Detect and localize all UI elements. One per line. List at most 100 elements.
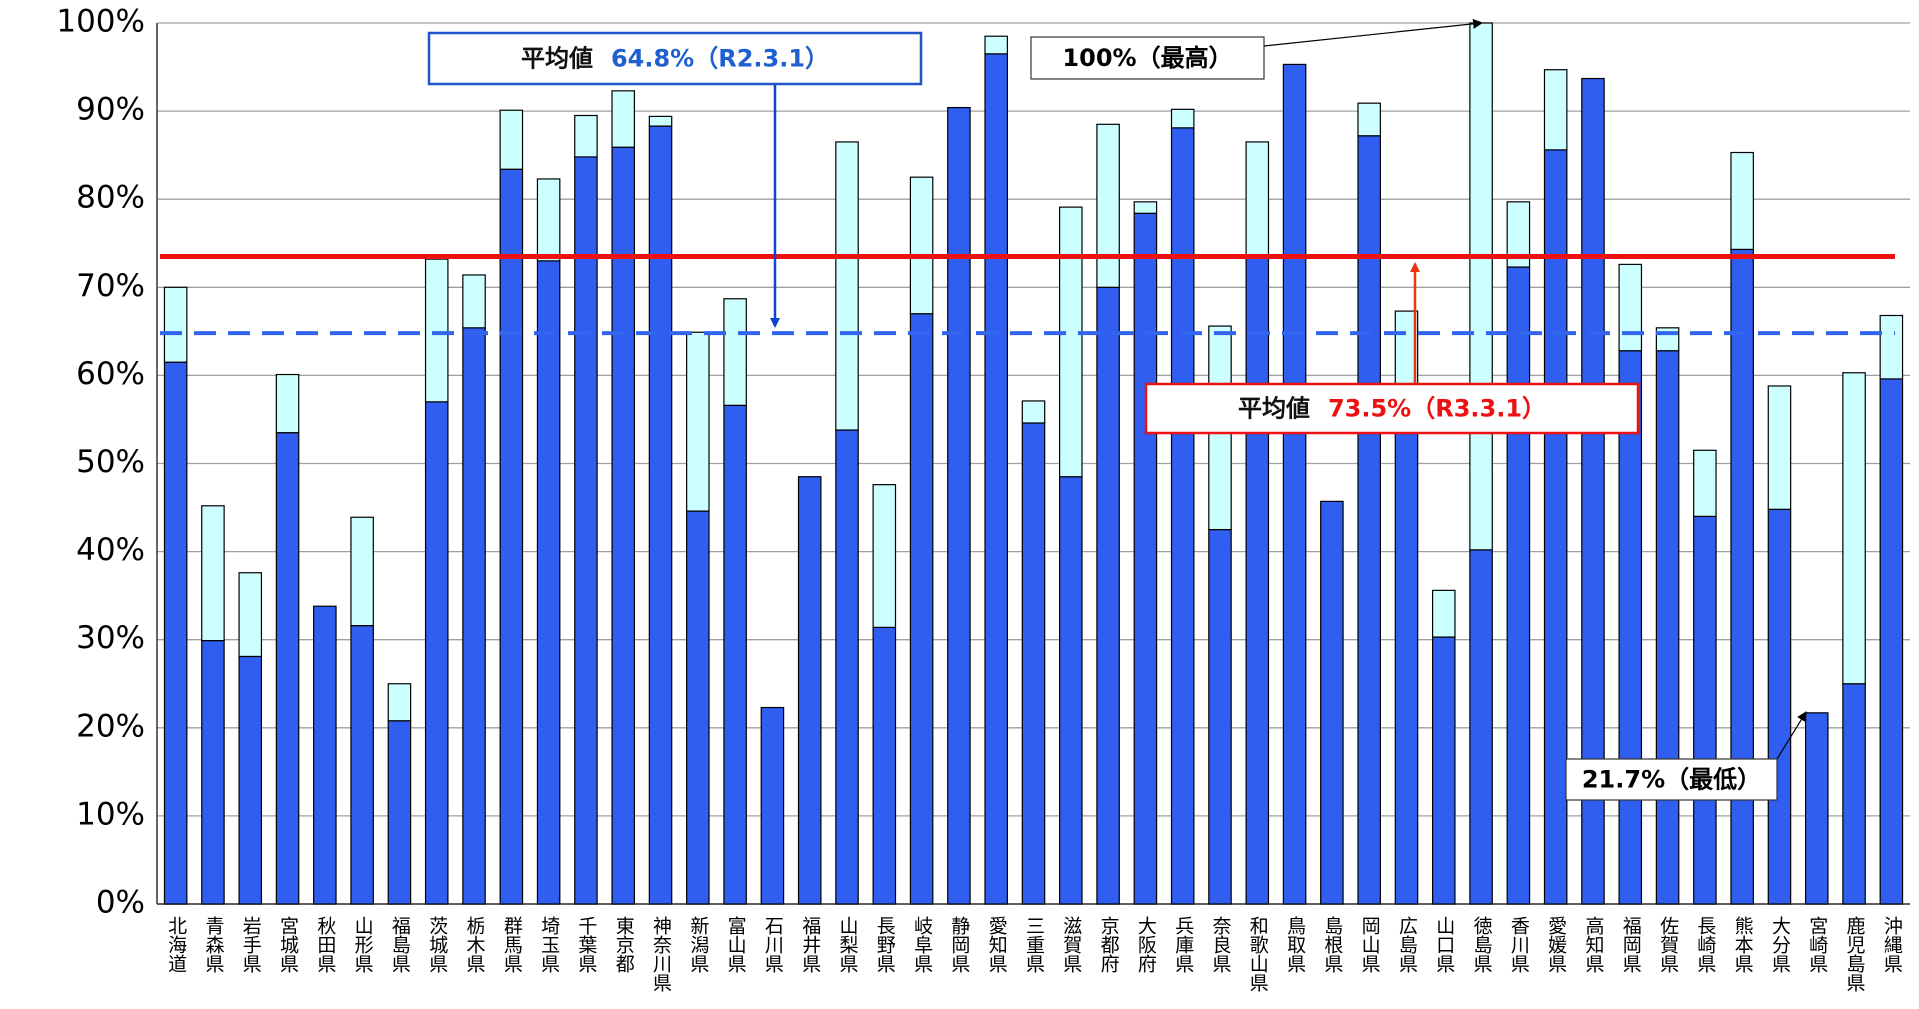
bar-segment [536,260,561,905]
x-tick-label: 島根県 [1321,916,1343,973]
x-tick-label: 岐阜県 [911,916,933,973]
x-tick-label: 沖縄県 [1881,916,1903,973]
bar-segment [1767,385,1792,510]
y-tick-label: 20% [76,708,145,744]
x-tick-label: 熊本県 [1732,916,1754,973]
bar-segment [1357,102,1381,137]
bar-segment [1245,257,1270,905]
bar-segment [275,373,300,434]
bar-segment [760,706,785,905]
bar-segment [313,605,337,905]
bar-segment [1431,636,1456,905]
bar-segment [350,625,374,905]
bar-segment [611,90,636,148]
x-tick-label: 宮崎県 [1806,916,1828,973]
x-tick-label: 新潟県 [687,916,709,973]
x-tick-label: 兵庫県 [1172,916,1194,973]
x-tick-label: 大分県 [1769,916,1791,973]
x-tick-label: 秋田県 [314,916,336,973]
x-tick-label: 青森県 [202,916,224,973]
x-tick-label: 和歌山県 [1247,916,1269,992]
bar-segment [1842,372,1866,685]
bar-segment [872,626,897,905]
y-tick-label: 50% [76,444,145,480]
bar-segment [201,505,225,642]
x-tick-label: 香川県 [1508,916,1530,973]
x-tick-label: 長崎県 [1694,916,1716,973]
bar-segment [1059,206,1083,478]
bar-segment [947,106,971,905]
bar-segment [1506,266,1531,905]
bar-segment [462,274,486,329]
annotation-value: 73.5%（R3.3.1） [1328,395,1546,423]
x-tick-label: 奈良県 [1209,916,1231,973]
annotation-text: 21.7%（最低） [1582,766,1761,794]
x-tick-label: 富山県 [725,916,747,973]
bar-segment [424,258,449,403]
x-tick-label: 鹿児島県 [1844,916,1866,992]
x-tick-label: 埼玉県 [538,916,560,973]
bar-segment [1804,712,1829,905]
bar-segment [611,146,636,905]
bar-segment [1543,69,1568,151]
bar-segment [1581,77,1605,905]
bar-segment [1431,589,1456,638]
bar-segment [797,476,822,905]
bar-segment [1469,549,1493,905]
bar-segment [536,178,561,262]
annotation-text: 平均値 64.8%（R2.3.1） [521,45,829,73]
x-tick-label: 大阪府 [1135,916,1157,973]
y-tick-label: 0% [96,885,145,921]
bar-segment [1842,683,1866,905]
bar-segment [909,313,934,905]
bar-segment [1618,263,1643,352]
bar-segment [163,286,188,363]
bar-segment [1059,476,1083,905]
x-tick-label: 岡山県 [1359,916,1381,973]
bar-segment [163,361,188,905]
bar-segment [723,404,747,905]
x-tick-label: 山形県 [352,916,374,973]
bar-segment [350,516,374,627]
y-tick-label: 30% [76,620,145,656]
y-tick-label: 70% [76,268,145,304]
x-tick-label: 栃木県 [464,916,486,973]
x-tick-label: 山梨県 [837,916,859,973]
x-tick-label: 山口県 [1433,916,1455,973]
bar-segment [574,156,598,905]
y-tick-label: 10% [76,796,145,832]
annotation-label: 平均値 [1238,395,1310,423]
annotation-value: 64.8%（R2.3.1） [611,45,829,73]
bar-segment [648,125,673,905]
annotation-box [1030,36,1265,80]
bar-segment [1320,500,1344,905]
bar-segment [238,655,263,905]
x-tick-label: 京都府 [1098,916,1120,973]
bar-segment [1655,350,1680,905]
x-tick-label: 滋賀県 [1060,916,1082,973]
bar-segment [686,510,710,905]
bar-segment [1394,427,1419,905]
annotation-label: 平均値 [521,45,593,73]
x-tick-label: 石川県 [762,916,784,973]
bar-segment [1096,286,1120,905]
bar-segment [1096,123,1120,288]
annotation-box [1144,382,1640,435]
bar-segment [1767,508,1792,905]
x-tick-label: 徳島県 [1471,916,1493,973]
x-tick-label: 福島県 [389,916,411,973]
bar-segment [1730,151,1754,251]
bar-segment [1170,108,1195,129]
x-tick-label: 広島県 [1396,916,1418,973]
y-tick-label: 60% [76,356,145,392]
annotation-box [427,31,923,86]
x-tick-label: 静岡県 [948,916,970,973]
x-tick-label: 佐賀県 [1657,916,1679,973]
x-tick-label: 三重県 [1023,916,1045,973]
bar-segment [1879,378,1904,905]
x-tick-label: 福岡県 [1620,916,1642,973]
bar-segment [686,331,710,512]
x-tick-label: 茨城県 [426,916,448,973]
bar-segment [1469,22,1493,551]
